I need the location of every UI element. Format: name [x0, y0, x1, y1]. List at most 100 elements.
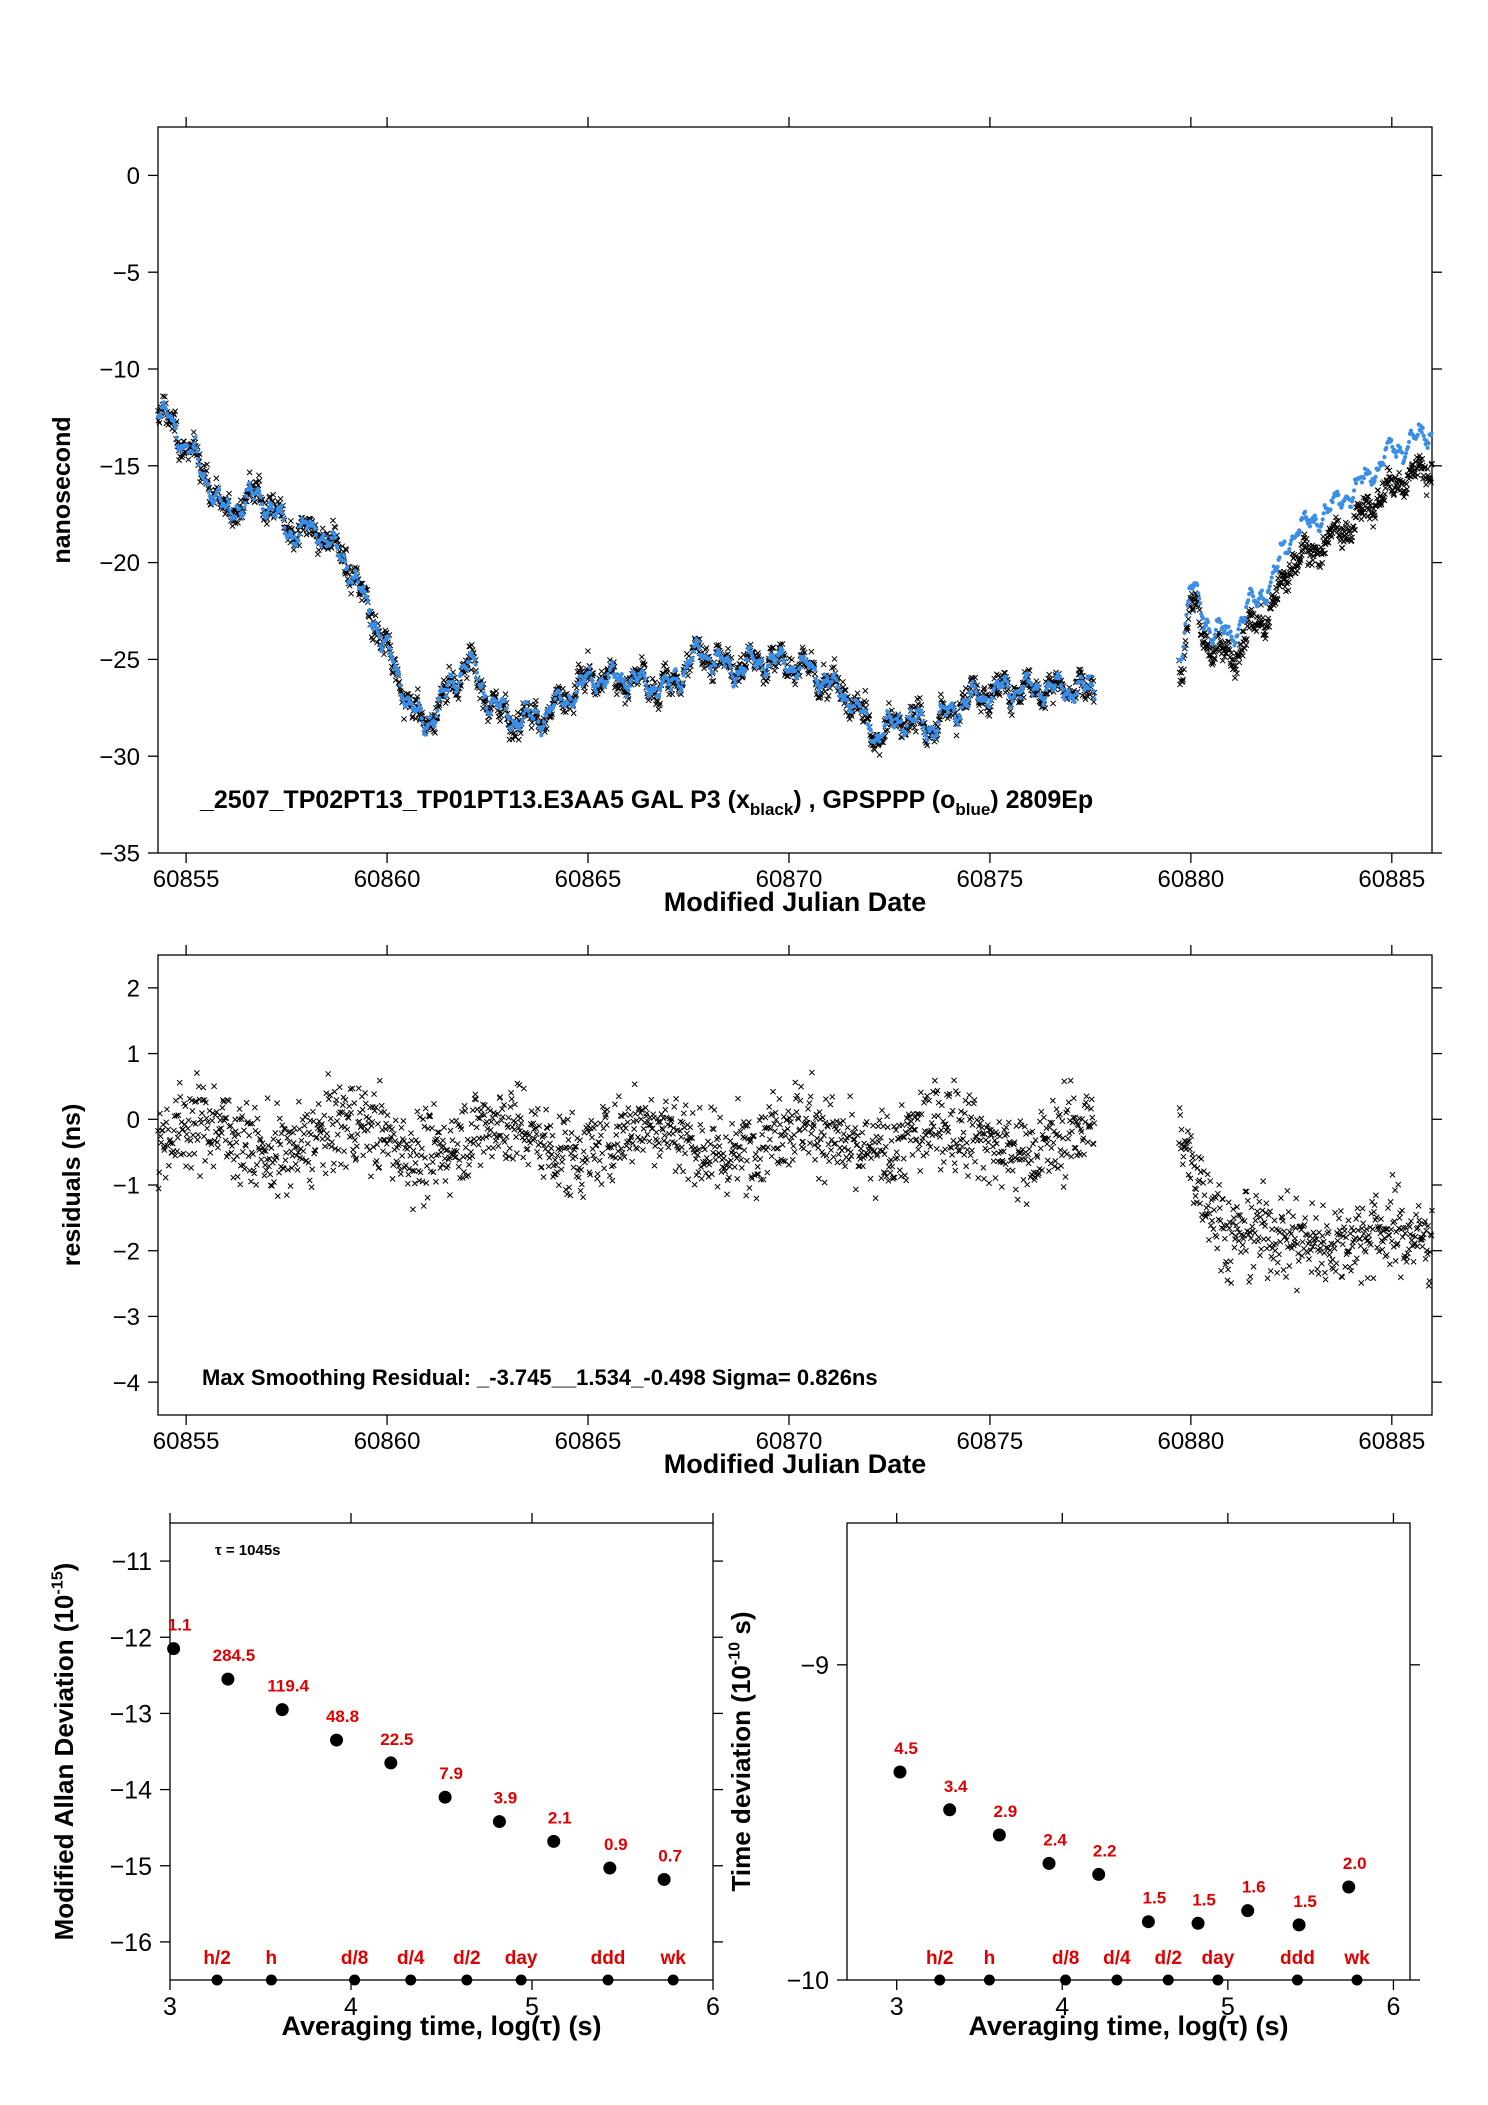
data-point	[552, 696, 558, 702]
data-point	[845, 698, 850, 703]
data-point	[624, 694, 629, 699]
data-point	[668, 687, 673, 692]
data-point	[641, 669, 646, 674]
data-point	[212, 498, 217, 503]
data-point	[251, 497, 257, 502]
data-point	[955, 722, 961, 727]
data-point	[619, 671, 624, 677]
x-axis-label: Modified Julian Date	[664, 1449, 927, 1479]
data-point	[414, 686, 421, 693]
data-point	[857, 704, 863, 709]
data-point	[733, 681, 738, 686]
data-point	[819, 684, 824, 690]
data-point	[409, 701, 415, 707]
data-point	[453, 692, 459, 699]
data-point	[1196, 591, 1201, 596]
data-point	[401, 716, 408, 722]
data-point	[1000, 684, 1006, 689]
data-point	[1426, 441, 1431, 446]
data-point	[296, 539, 301, 544]
data-point	[680, 680, 685, 685]
data-point	[172, 408, 179, 415]
data-point	[885, 700, 892, 706]
data-point	[506, 716, 512, 721]
data-point	[701, 665, 708, 672]
x-tick-label: 60860	[354, 1428, 421, 1455]
data-point	[970, 679, 975, 684]
data-point	[722, 664, 727, 669]
data-point	[675, 679, 680, 685]
data-point	[450, 674, 455, 679]
data-point	[935, 728, 940, 733]
data-point	[344, 570, 351, 577]
data-point	[770, 644, 777, 651]
data-point	[815, 680, 820, 685]
data-point	[381, 651, 387, 658]
data-point	[418, 707, 423, 713]
data-point	[1198, 601, 1203, 606]
data-point	[480, 681, 485, 686]
data-point	[897, 712, 902, 718]
data-point	[656, 702, 663, 709]
data-point	[263, 520, 270, 527]
data-point	[745, 658, 750, 663]
data-point	[517, 727, 522, 732]
data-point	[1072, 699, 1077, 705]
data-point	[396, 668, 401, 673]
data-point	[455, 695, 462, 702]
data-point	[266, 493, 273, 500]
data-point	[1302, 509, 1308, 515]
data-point	[1036, 683, 1041, 689]
data-point	[450, 679, 456, 684]
data-point	[192, 441, 197, 446]
data-point	[234, 519, 241, 526]
y-tick-label: −5	[113, 260, 140, 287]
data-point	[759, 658, 765, 663]
data-point	[782, 661, 787, 666]
data-point	[260, 506, 266, 512]
data-point	[913, 717, 918, 722]
data-point	[391, 659, 396, 664]
data-point	[1185, 602, 1190, 607]
data-point	[386, 634, 391, 639]
data-point	[1211, 636, 1216, 642]
data-point	[829, 679, 834, 685]
data-point	[1197, 596, 1202, 601]
data-point	[473, 662, 478, 667]
data-point	[1250, 594, 1256, 599]
data-point	[1003, 674, 1009, 679]
data-point	[642, 673, 647, 678]
data-point	[1288, 542, 1293, 547]
data-point	[205, 482, 211, 487]
data-point	[965, 704, 970, 709]
data-point	[831, 655, 838, 662]
data-point	[1402, 454, 1408, 460]
data-point	[653, 686, 659, 691]
data-point	[1264, 598, 1269, 603]
data-point	[1267, 584, 1272, 589]
x-tick-label: 60855	[153, 866, 220, 893]
data-point	[1042, 699, 1047, 704]
data-point	[920, 719, 925, 724]
data-point	[1246, 598, 1251, 603]
data-point	[1425, 445, 1430, 450]
data-point	[876, 751, 883, 758]
data-point	[256, 488, 262, 494]
data-point	[256, 477, 263, 484]
data-point	[743, 667, 748, 672]
y-tick-label: −3	[113, 1304, 140, 1331]
data-point	[590, 679, 595, 684]
data-point	[1086, 686, 1091, 691]
data-point	[886, 710, 891, 715]
data-point	[1274, 568, 1279, 573]
data-point	[843, 692, 848, 698]
data-point	[915, 713, 920, 718]
data-point	[409, 714, 416, 721]
data-point	[433, 720, 438, 725]
data-point	[387, 646, 392, 651]
data-point	[1353, 481, 1359, 486]
data-point	[863, 699, 870, 706]
data-point	[423, 732, 428, 737]
data-point	[458, 671, 464, 676]
data-point	[1340, 502, 1345, 508]
